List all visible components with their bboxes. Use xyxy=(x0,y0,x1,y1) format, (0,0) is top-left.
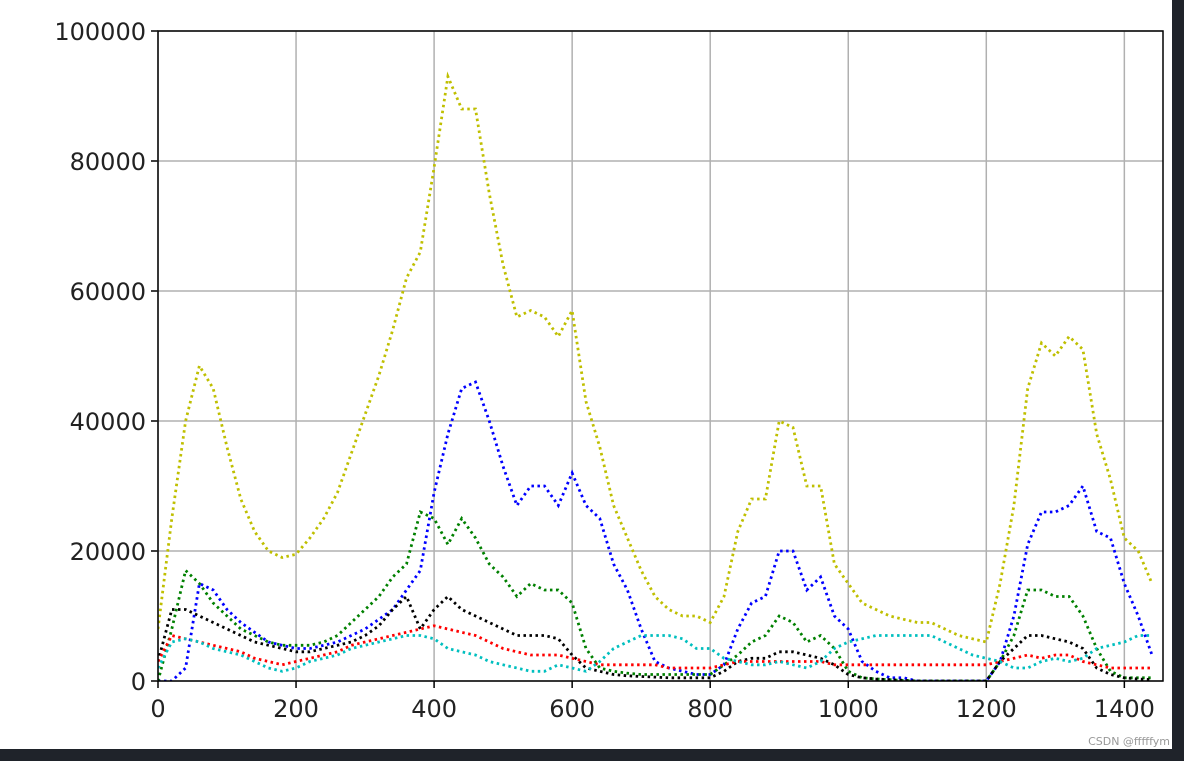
y-tick-label: 100000 xyxy=(54,18,146,46)
series-line xyxy=(158,71,1154,644)
series-line xyxy=(158,594,1153,681)
x-tick-label: 1000 xyxy=(818,695,879,723)
x-tick-label: 1400 xyxy=(1094,695,1155,723)
y-tick-label: 40000 xyxy=(70,408,146,436)
x-tick-label: 0 xyxy=(150,695,165,723)
y-tick-label: 20000 xyxy=(70,538,146,566)
plot-frame xyxy=(157,30,1164,682)
watermark: CSDN @fffffym xyxy=(1088,735,1170,748)
x-tick-label: 400 xyxy=(411,695,457,723)
x-tick-label: 1200 xyxy=(956,695,1017,723)
y-tick-label: 0 xyxy=(131,668,146,696)
figure-background xyxy=(0,0,1172,749)
y-tick-label: 60000 xyxy=(70,278,146,306)
y-tick-label: 80000 xyxy=(70,148,146,176)
x-tick-label: 200 xyxy=(273,695,319,723)
series-line xyxy=(158,624,1152,670)
x-tick-label: 600 xyxy=(549,695,595,723)
x-tick-label: 800 xyxy=(687,695,733,723)
